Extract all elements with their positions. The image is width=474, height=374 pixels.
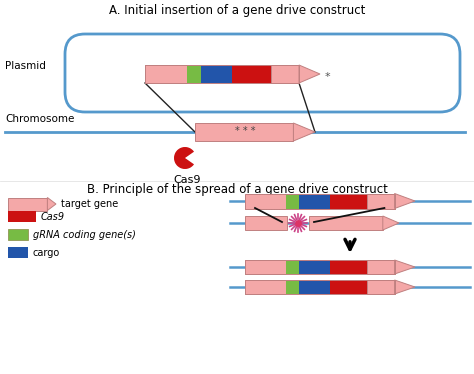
Bar	[8, 211, 36, 222]
Bar	[367, 193, 394, 208]
Bar	[330, 193, 367, 208]
Text: * * *: * * *	[235, 126, 255, 136]
Bar	[286, 280, 300, 294]
Bar	[245, 193, 286, 208]
Text: gRNA coding gene(s): gRNA coding gene(s)	[33, 230, 136, 239]
Text: Cas9: Cas9	[41, 212, 65, 221]
Bar	[145, 65, 187, 83]
Bar	[245, 260, 394, 274]
Polygon shape	[394, 260, 415, 274]
Polygon shape	[383, 216, 399, 230]
Wedge shape	[174, 147, 194, 169]
Text: *: *	[325, 72, 331, 82]
Bar	[8, 247, 28, 258]
Text: Plasmid: Plasmid	[5, 61, 46, 71]
Polygon shape	[293, 123, 315, 141]
Bar	[367, 260, 394, 274]
Text: target gene: target gene	[61, 199, 118, 209]
Bar	[233, 65, 271, 83]
Bar	[195, 123, 293, 141]
Text: Cas9: Cas9	[173, 175, 201, 185]
Bar	[309, 216, 383, 230]
Text: A. Initial insertion of a gene drive construct: A. Initial insertion of a gene drive con…	[109, 4, 365, 17]
Bar	[367, 280, 394, 294]
Bar	[201, 65, 233, 83]
Bar	[245, 280, 394, 294]
Text: cargo: cargo	[33, 248, 60, 258]
Bar	[245, 280, 286, 294]
Bar	[8, 229, 28, 240]
Bar	[300, 280, 330, 294]
Bar	[145, 65, 299, 83]
Bar	[8, 197, 47, 211]
Bar	[245, 193, 394, 208]
Bar	[286, 193, 300, 208]
Bar	[245, 216, 287, 230]
Bar	[300, 260, 330, 274]
Polygon shape	[394, 193, 415, 208]
Bar	[330, 280, 367, 294]
Bar	[245, 260, 286, 274]
Text: B. Principle of the spread of a gene drive construct: B. Principle of the spread of a gene dri…	[87, 183, 387, 196]
Text: Chromosome: Chromosome	[5, 114, 74, 124]
Polygon shape	[47, 197, 56, 211]
Bar	[330, 260, 367, 274]
Polygon shape	[299, 65, 320, 83]
Bar	[300, 193, 330, 208]
Polygon shape	[394, 280, 415, 294]
Bar	[187, 65, 201, 83]
Bar	[271, 65, 299, 83]
Bar	[286, 260, 300, 274]
